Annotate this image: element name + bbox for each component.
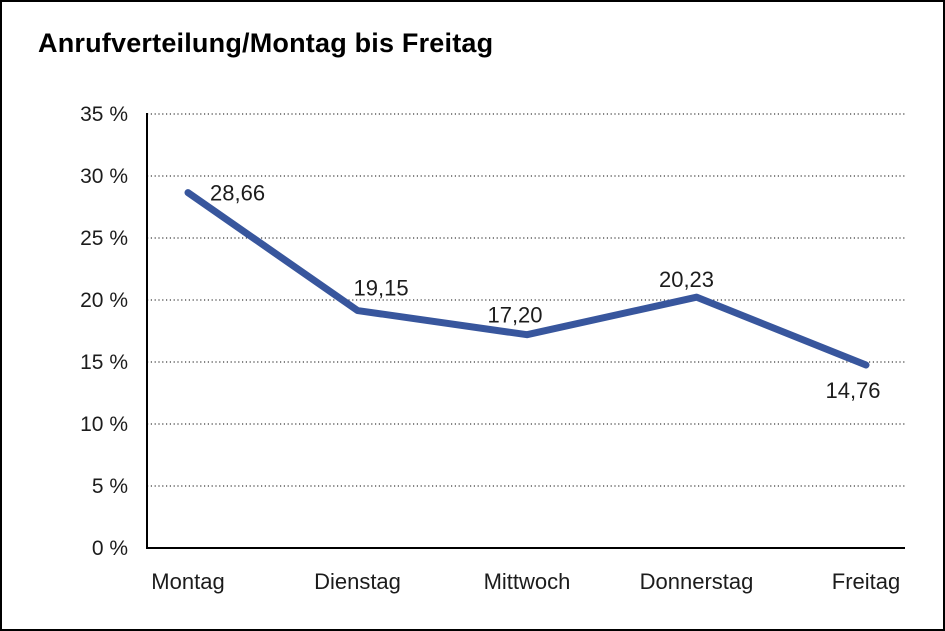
y-axis-tick-label: 25 % <box>80 227 128 250</box>
x-axis-category-label: Montag <box>151 569 224 594</box>
y-axis-tick-label: 35 % <box>80 103 128 126</box>
x-axis-category-label: Dienstag <box>314 569 401 594</box>
data-point-label: 17,20 <box>487 303 542 328</box>
x-axis-category-label: Mittwoch <box>484 569 571 594</box>
data-point-label: 19,15 <box>354 276 409 301</box>
axis-lines <box>146 113 905 549</box>
data-point-label: 14,76 <box>825 378 880 403</box>
y-axis-tick-label: 15 % <box>80 351 128 374</box>
x-axis-category-label: Freitag <box>832 569 900 594</box>
y-axis-tick-label: 20 % <box>80 289 128 312</box>
y-axis-tick-label: 10 % <box>80 413 128 436</box>
y-axis-tick-label: 5 % <box>92 475 128 498</box>
y-axis-tick-label: 30 % <box>80 165 128 188</box>
data-point-label: 20,23 <box>659 267 714 292</box>
series-line <box>184 189 870 369</box>
x-axis-category-label: Donnerstag <box>640 569 754 594</box>
y-axis-tick-label: 0 % <box>92 537 128 560</box>
chart-title: Anrufverteilung/Montag bis Freitag <box>38 28 494 58</box>
data-point-label: 28,66 <box>210 181 265 206</box>
